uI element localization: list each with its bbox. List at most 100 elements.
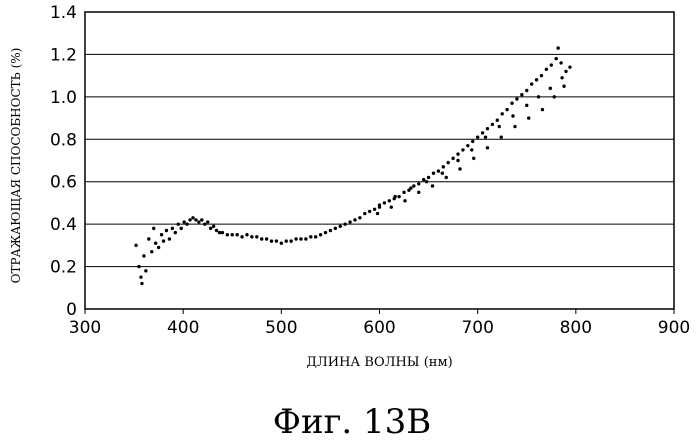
data-point (280, 242, 283, 245)
data-point (353, 218, 356, 221)
data-point (484, 135, 487, 138)
data-point (540, 74, 543, 77)
data-point (537, 95, 540, 98)
data-point (562, 85, 565, 88)
data-point (498, 125, 501, 128)
x-axis-label: ДЛИНА ВОЛНЫ (нм) (306, 355, 452, 370)
data-point (289, 239, 292, 242)
data-point (568, 65, 571, 68)
data-point (154, 242, 157, 245)
data-point (530, 82, 533, 85)
data-point (275, 239, 278, 242)
data-point (390, 205, 393, 208)
data-point (231, 233, 234, 236)
data-point (383, 201, 386, 204)
data-point (496, 118, 499, 121)
data-point (417, 191, 420, 194)
data-point (403, 199, 406, 202)
data-point (515, 97, 518, 100)
data-point (212, 225, 215, 228)
data-point (564, 70, 567, 73)
data-point (160, 233, 163, 236)
data-point (541, 108, 544, 111)
data-point (511, 114, 514, 117)
y-axis-ticks: 00.20.40.60.81.01.21.4 (50, 3, 77, 320)
data-point (185, 222, 188, 225)
data-point (476, 135, 479, 138)
data-point (422, 178, 425, 181)
data-point (191, 216, 194, 219)
data-point (255, 235, 258, 238)
data-point (221, 231, 224, 234)
data-point (402, 191, 405, 194)
y-tick-label: 0.8 (50, 130, 77, 150)
data-point (324, 231, 327, 234)
data-point (299, 237, 302, 240)
data-point (525, 89, 528, 92)
data-point (432, 172, 435, 175)
data-point (188, 218, 191, 221)
data-point (556, 46, 559, 49)
data-point (461, 148, 464, 151)
data-point (218, 231, 221, 234)
data-point (442, 165, 445, 168)
data-point (180, 227, 183, 230)
data-point (334, 227, 337, 230)
data-point (397, 195, 400, 198)
y-tick-label: 0.2 (50, 258, 77, 278)
data-point (144, 269, 147, 272)
data-point (171, 227, 174, 230)
data-point (486, 146, 489, 149)
data-point (240, 235, 243, 238)
data-point (431, 184, 434, 187)
data-point (134, 244, 137, 247)
data-point (373, 208, 376, 211)
data-point (425, 180, 428, 183)
data-point (343, 222, 346, 225)
x-tick-label: 800 (560, 318, 592, 338)
data-point (137, 265, 140, 268)
data-point (437, 169, 440, 172)
y-tick-label: 0.4 (50, 215, 77, 235)
data-point (471, 140, 474, 143)
data-point (466, 144, 469, 147)
data-point (417, 182, 420, 185)
data-point (513, 125, 516, 128)
data-point (549, 87, 552, 90)
data-point (304, 237, 307, 240)
x-axis-ticks: 300400500600700800900 (69, 309, 690, 338)
data-point (553, 95, 556, 98)
y-tick-label: 1.2 (50, 45, 77, 65)
data-point (486, 127, 489, 130)
data-point (314, 235, 317, 238)
data-point (376, 212, 379, 215)
data-point (394, 195, 397, 198)
data-point (378, 203, 381, 206)
data-point (500, 135, 503, 138)
data-point (550, 63, 553, 66)
data-point (545, 68, 548, 71)
y-tick-label: 0 (66, 300, 77, 320)
data-point (501, 112, 504, 115)
data-point (520, 93, 523, 96)
data-point (412, 184, 415, 187)
data-point (368, 210, 371, 213)
data-point (197, 220, 200, 223)
data-point (456, 159, 459, 162)
data-point (358, 216, 361, 219)
plot-frame (85, 12, 674, 309)
x-tick-label: 300 (69, 318, 101, 338)
data-point (226, 233, 229, 236)
data-point (177, 222, 180, 225)
data-point (260, 237, 263, 240)
data-point (409, 186, 412, 189)
data-point (157, 246, 160, 249)
data-point (470, 148, 473, 151)
data-point (319, 233, 322, 236)
data-point (491, 123, 494, 126)
data-point (165, 229, 168, 232)
data-point (265, 237, 268, 240)
data-point (194, 218, 197, 221)
y-tick-label: 0.6 (50, 173, 77, 193)
